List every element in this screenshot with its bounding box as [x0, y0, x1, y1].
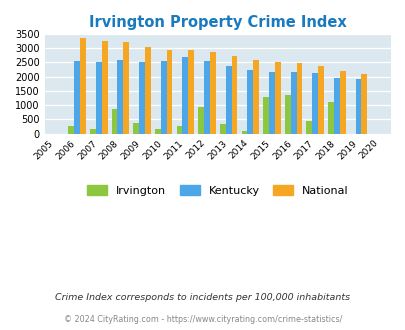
- Bar: [188, 50, 194, 134]
- Bar: [68, 126, 74, 134]
- Bar: [176, 126, 182, 134]
- Bar: [160, 61, 166, 134]
- Bar: [311, 73, 318, 134]
- Bar: [182, 57, 188, 134]
- Bar: [74, 61, 80, 134]
- Bar: [145, 47, 150, 134]
- Bar: [290, 72, 296, 134]
- Bar: [80, 38, 85, 134]
- Bar: [155, 129, 160, 134]
- Bar: [166, 50, 172, 134]
- Bar: [360, 74, 367, 134]
- Bar: [274, 62, 280, 134]
- Bar: [198, 107, 204, 134]
- Bar: [253, 59, 258, 134]
- Bar: [96, 62, 101, 134]
- Bar: [284, 95, 290, 134]
- Bar: [209, 52, 215, 134]
- Legend: Irvington, Kentucky, National: Irvington, Kentucky, National: [83, 181, 352, 201]
- Title: Irvington Property Crime Index: Irvington Property Crime Index: [89, 15, 346, 30]
- Bar: [133, 123, 139, 134]
- Bar: [123, 42, 129, 134]
- Bar: [333, 78, 339, 134]
- Bar: [262, 97, 269, 134]
- Bar: [139, 62, 145, 134]
- Bar: [247, 70, 253, 134]
- Text: © 2024 CityRating.com - https://www.cityrating.com/crime-statistics/: © 2024 CityRating.com - https://www.city…: [64, 315, 341, 324]
- Bar: [117, 60, 123, 134]
- Bar: [327, 102, 333, 134]
- Bar: [269, 72, 274, 134]
- Bar: [241, 131, 247, 134]
- Bar: [339, 71, 345, 134]
- Bar: [90, 129, 96, 134]
- Bar: [231, 56, 237, 134]
- Bar: [306, 121, 311, 134]
- Bar: [101, 41, 107, 134]
- Bar: [204, 61, 209, 134]
- Bar: [220, 124, 225, 134]
- Text: Crime Index corresponds to incidents per 100,000 inhabitants: Crime Index corresponds to incidents per…: [55, 292, 350, 302]
- Bar: [225, 66, 231, 134]
- Bar: [296, 63, 302, 134]
- Bar: [111, 109, 117, 134]
- Bar: [318, 66, 323, 134]
- Bar: [355, 80, 360, 134]
